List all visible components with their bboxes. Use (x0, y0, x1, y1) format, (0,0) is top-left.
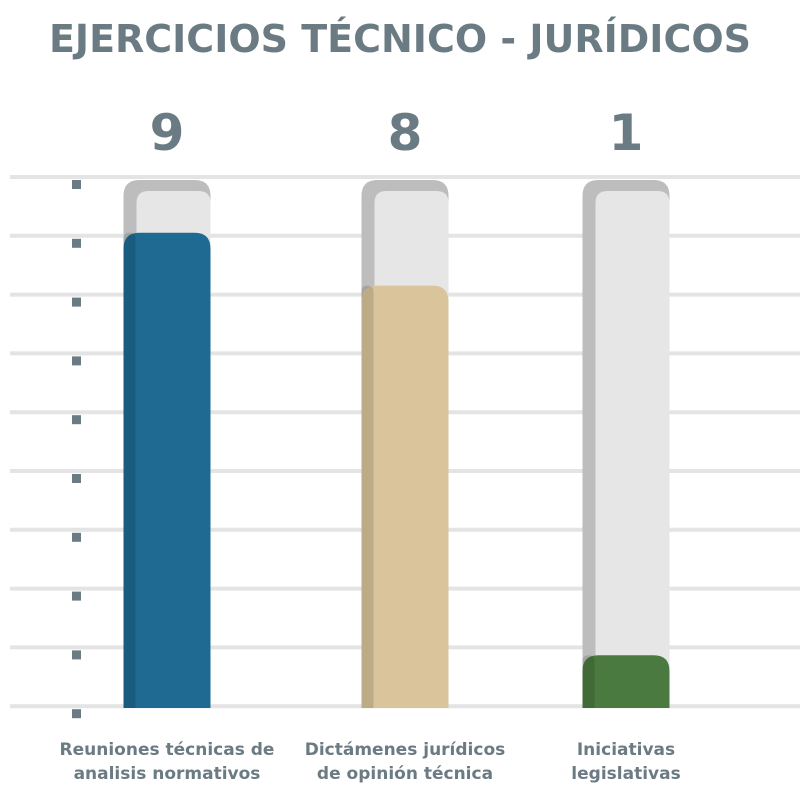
bar (582, 655, 670, 708)
value-label: 1 (609, 104, 644, 162)
dot (72, 709, 81, 719)
dot (72, 238, 81, 248)
chart-title: EJERCICIOS TÉCNICO - JURÍDICOS (49, 17, 751, 61)
dot (72, 415, 81, 425)
value-label: 8 (388, 104, 423, 162)
x-tick-label: Dictámenes jurídicos de opinión técnica (304, 740, 506, 784)
dot (72, 297, 81, 307)
bar-track (595, 191, 670, 708)
dot (72, 650, 81, 660)
bar (123, 232, 211, 709)
bar-side-shade (123, 232, 136, 709)
value-label: 9 (150, 104, 185, 162)
x-tick-label: Reuniones técnicas de analisis normativo… (59, 740, 275, 784)
bar-side-shade (582, 655, 595, 708)
dot (72, 591, 81, 601)
x-tick-label: Iniciativas legislativas (571, 740, 681, 784)
dot (72, 532, 81, 542)
bar-side-shade (361, 285, 374, 708)
dot (72, 356, 81, 366)
dot (72, 180, 81, 189)
bar (361, 285, 449, 708)
dot (72, 474, 81, 483)
